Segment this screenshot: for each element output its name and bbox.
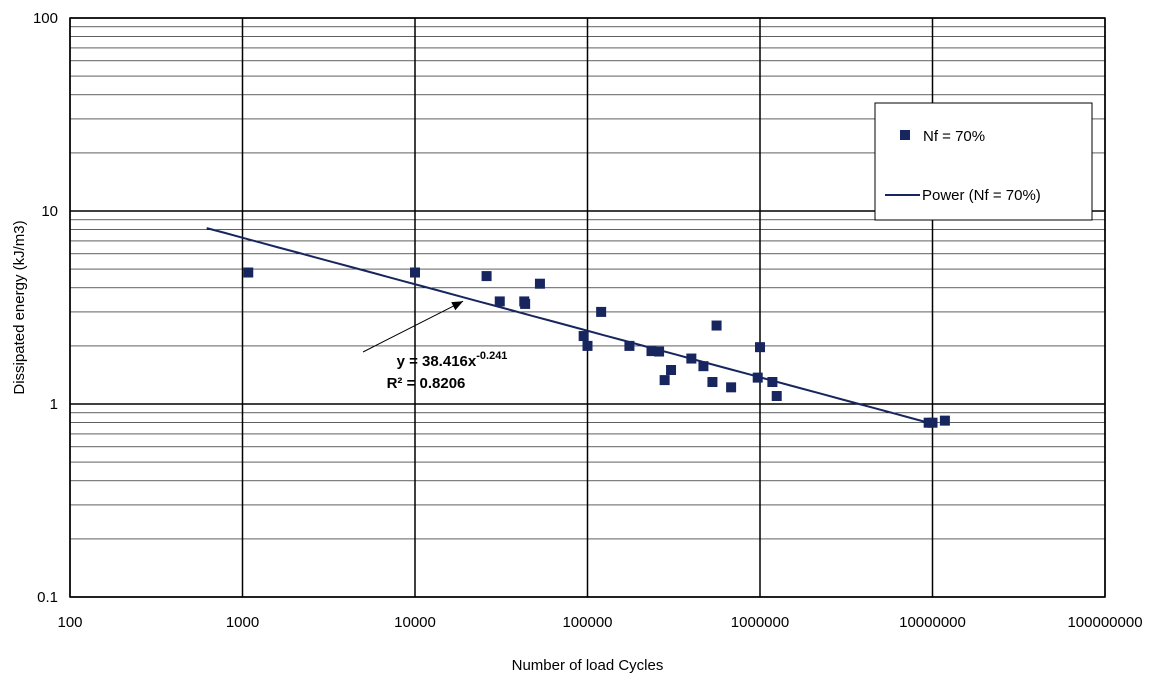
x-axis-title: Number of load Cycles <box>512 657 664 674</box>
data-point <box>927 417 938 428</box>
legend-box <box>874 102 1093 221</box>
x-tick-label: 10000 <box>394 614 436 631</box>
legend: Nf = 70% Power (Nf = 70%) <box>874 102 1093 221</box>
data-point <box>686 353 697 364</box>
x-tick-label: 100000000 <box>1067 614 1142 631</box>
trendline-r-squared: R² = 0.8206 <box>387 375 466 392</box>
data-point <box>582 340 593 351</box>
data-point <box>939 415 950 426</box>
data-point <box>666 365 677 376</box>
data-point <box>654 346 665 357</box>
trendline-power <box>206 227 930 424</box>
data-point <box>752 372 763 383</box>
data-point <box>711 320 722 331</box>
data-point <box>726 382 737 393</box>
data-point <box>494 296 505 307</box>
data-point <box>755 342 765 353</box>
annotation-arrow <box>362 300 464 353</box>
data-point <box>646 346 657 357</box>
data-point <box>707 377 718 388</box>
annotation-arrowhead <box>451 301 464 311</box>
data-point <box>659 375 670 386</box>
y-tick-label: 100 <box>33 10 58 27</box>
data-point <box>596 306 607 317</box>
x-axis-tick-labels: 100 1000 10000 100000 1000000 10000000 1000000… <box>57 614 1142 631</box>
data-point <box>767 377 778 388</box>
data-point <box>624 340 635 351</box>
y-tick-label: 10 <box>41 203 58 220</box>
y-tick-label: 1 <box>50 396 58 413</box>
legend-marker-square <box>900 130 910 140</box>
data-point <box>481 271 492 282</box>
x-tick-label: 1000000 <box>731 614 789 631</box>
x-tick-label: 100 <box>57 614 82 631</box>
data-point <box>771 391 782 402</box>
plot-area-border <box>69 17 1106 598</box>
trendline-layer <box>206 227 930 424</box>
data-point <box>578 331 589 342</box>
legend-label-trendline: Power (Nf = 70%) <box>922 187 1041 204</box>
data-point <box>520 298 531 309</box>
data-point <box>243 267 254 278</box>
trendline-annotation: y = 38.416x-0.241 R² = 0.8206 <box>362 300 508 392</box>
data-point <box>698 361 709 372</box>
x-tick-label: 100000 <box>562 614 612 631</box>
x-tick-label: 10000000 <box>899 614 966 631</box>
x-tick-label: 1000 <box>226 614 259 631</box>
equation-exponent: -0.241 <box>476 350 507 362</box>
legend-label-series: Nf = 70% <box>923 128 985 145</box>
equation-base: y = 38.416x <box>397 353 477 370</box>
y-axis-title: Dissipated energy (kJ/m3) <box>11 220 28 394</box>
y-axis-tick-labels: 0.1 1 10 100 <box>33 10 58 606</box>
trendline-equation: y = 38.416x-0.241 <box>397 350 508 370</box>
data-points <box>243 267 950 428</box>
data-point <box>534 278 545 289</box>
data-point <box>410 267 420 278</box>
y-tick-label: 0.1 <box>37 589 58 606</box>
